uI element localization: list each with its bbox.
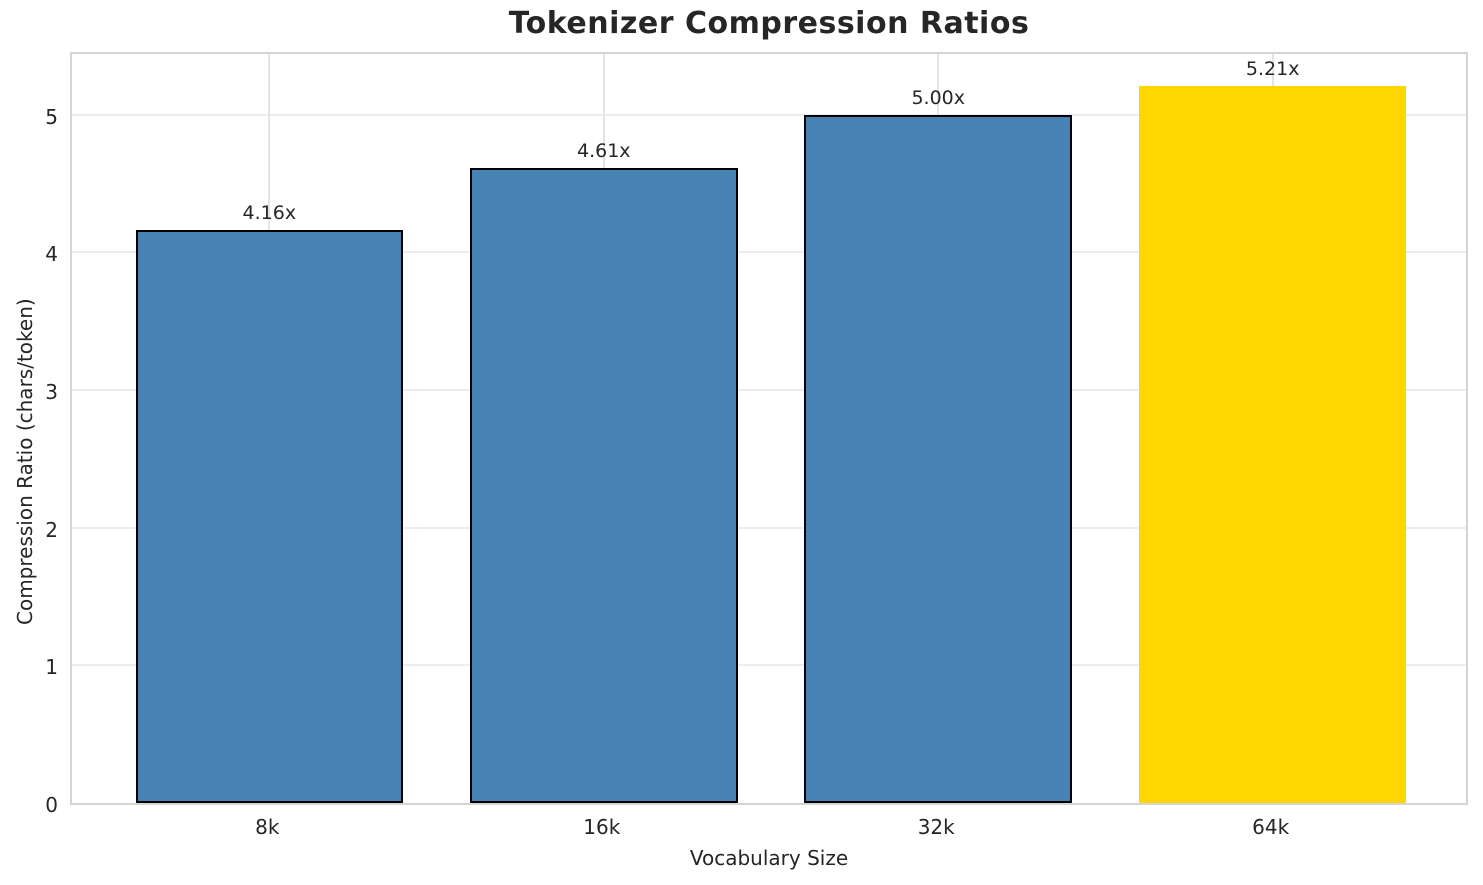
gridline-horizontal bbox=[72, 526, 1466, 529]
gridline-horizontal bbox=[72, 389, 1466, 392]
y-tick-label: 5 bbox=[45, 104, 58, 129]
bar-value-label: 4.16x bbox=[242, 202, 297, 225]
bar-8k bbox=[135, 230, 404, 803]
y-axis-label: Compression Ratio (chars/token) bbox=[13, 298, 37, 625]
x-tick-label: 32k bbox=[917, 815, 955, 839]
x-tick-label: 64k bbox=[1252, 815, 1290, 839]
bar-value-label: 5.00x bbox=[911, 86, 965, 109]
y-tick-label: 2 bbox=[45, 517, 58, 542]
bar-16k bbox=[469, 168, 738, 803]
bar-64k bbox=[1138, 85, 1407, 803]
gridline-horizontal bbox=[72, 251, 1466, 254]
y-tick-label: 4 bbox=[45, 242, 58, 267]
bar-32k bbox=[804, 114, 1072, 803]
gridline-horizontal bbox=[72, 664, 1466, 667]
x-axis-label: Vocabulary Size bbox=[689, 846, 849, 870]
bar-value-label: 4.61x bbox=[576, 140, 631, 163]
y-tick-label: 1 bbox=[45, 655, 58, 680]
x-tick-label: 8k bbox=[255, 815, 280, 839]
y-tick-label: 0 bbox=[45, 793, 58, 817]
plot-area: 4.16x 4.61x 5.00x 5.21x bbox=[70, 52, 1468, 805]
gridline-horizontal bbox=[72, 113, 1466, 116]
chart-title: Tokenizer Compression Ratios bbox=[508, 6, 1030, 41]
bar-value-label: 5.21x bbox=[1245, 57, 1300, 80]
y-tick-label: 3 bbox=[45, 380, 58, 405]
x-tick-label: 16k bbox=[583, 815, 621, 839]
